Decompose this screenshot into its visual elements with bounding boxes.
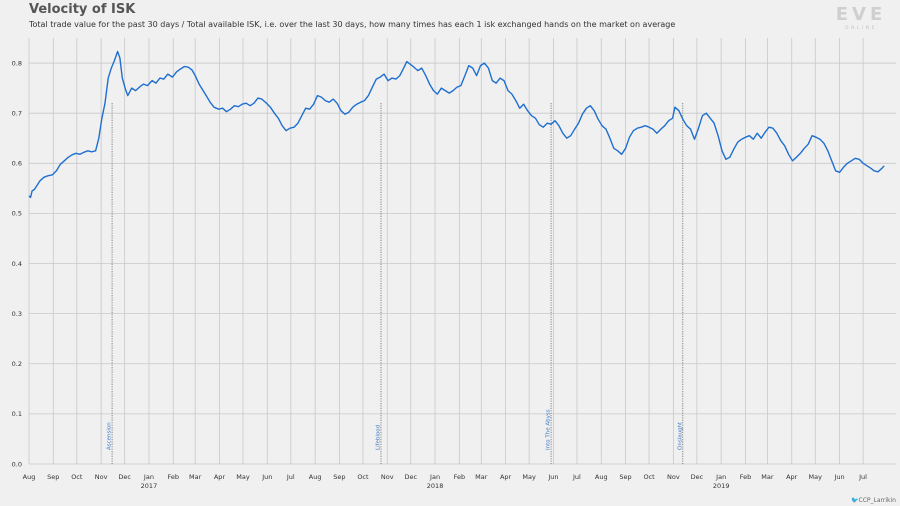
x-tick-label: Nov <box>381 473 394 481</box>
x-tick-label: May <box>236 473 250 481</box>
x-tick-label: Aug <box>23 473 36 481</box>
credit-handle: CCP_Larrikin <box>858 497 896 504</box>
y-tick-label: 0.5 <box>12 210 22 218</box>
x-year-label: 2018 <box>427 482 444 490</box>
y-tick-label: 0.8 <box>12 59 22 67</box>
x-tick-label: Dec <box>691 473 704 481</box>
annotation-label: Ascension <box>107 422 113 450</box>
x-tick-label: Jan <box>715 473 726 481</box>
series-line <box>28 50 885 199</box>
x-tick-label: Dec <box>118 473 131 481</box>
x-tick-label: Oct <box>357 473 369 481</box>
annotation-label: Onslaught <box>677 421 683 450</box>
x-tick-label: Jun <box>261 473 272 481</box>
x-tick-label: Nov <box>667 473 680 481</box>
logo-word: EVE <box>836 4 887 25</box>
annotation-label: Lifeblood <box>375 425 381 450</box>
twitter-icon: 🐦 <box>851 497 859 504</box>
series-layer <box>28 50 885 199</box>
logo-tagline: ONLINE <box>845 25 877 31</box>
y-tick-label: 0.6 <box>12 160 22 168</box>
y-tick-label: 0.7 <box>12 109 22 117</box>
x-tick-label: Aug <box>595 473 608 481</box>
y-tick-label: 0.1 <box>12 410 22 418</box>
chart-grid <box>28 38 896 465</box>
x-tick-label: Jul <box>572 473 581 481</box>
eve-online-logo: EVE ONLINE <box>836 4 887 31</box>
chart-subtitle: Total trade value for the past 30 days /… <box>29 20 676 29</box>
annotation-label: Into The Abyss <box>546 409 552 450</box>
y-axis: 0.0 0.1 0.2 0.3 0.4 0.5 0.6 0.7 0.8 <box>12 59 22 468</box>
y-tick-label: 0.0 <box>12 460 22 468</box>
x-tick-label: Mar <box>475 473 488 481</box>
chart-title: Velocity of ISK <box>29 2 136 17</box>
x-tick-label: Mar <box>189 473 202 481</box>
x-year-label: 2019 <box>713 482 730 490</box>
x-tick-label: Jul <box>858 473 867 481</box>
x-tick-label: Feb <box>167 473 179 481</box>
x-tick-label: Jul <box>286 473 295 481</box>
x-tick-label: Apr <box>214 473 226 481</box>
y-tick-label: 0.3 <box>12 310 22 318</box>
credit: 🐦CCP_Larrikin <box>851 497 896 504</box>
x-tick-label: Jan <box>429 473 440 481</box>
x-tick-label: Aug <box>309 473 322 481</box>
x-tick-label: May <box>522 473 536 481</box>
x-tick-label: Jun <box>833 473 844 481</box>
x-tick-label: Sep <box>47 473 59 481</box>
annotation-lines: Ascension Lifeblood Into The Abyss Onslaugh… <box>107 103 683 464</box>
x-tick-label: Jan <box>143 473 154 481</box>
x-tick-label: Sep <box>333 473 345 481</box>
x-tick-label: Feb <box>740 473 752 481</box>
x-tick-label: Sep <box>619 473 631 481</box>
x-tick-label: Jun <box>547 473 558 481</box>
x-tick-label: Apr <box>786 473 798 481</box>
y-tick-label: 0.4 <box>12 260 22 268</box>
x-tick-label: Oct <box>71 473 83 481</box>
y-tick-label: 0.2 <box>12 360 22 368</box>
x-tick-label: Feb <box>454 473 466 481</box>
x-year-label: 2017 <box>141 482 158 490</box>
x-tick-label: Apr <box>500 473 512 481</box>
x-tick-label: Dec <box>404 473 417 481</box>
x-tick-label: Nov <box>95 473 108 481</box>
x-tick-label: May <box>809 473 823 481</box>
x-tick-label: Oct <box>643 473 655 481</box>
x-tick-label: Mar <box>761 473 774 481</box>
